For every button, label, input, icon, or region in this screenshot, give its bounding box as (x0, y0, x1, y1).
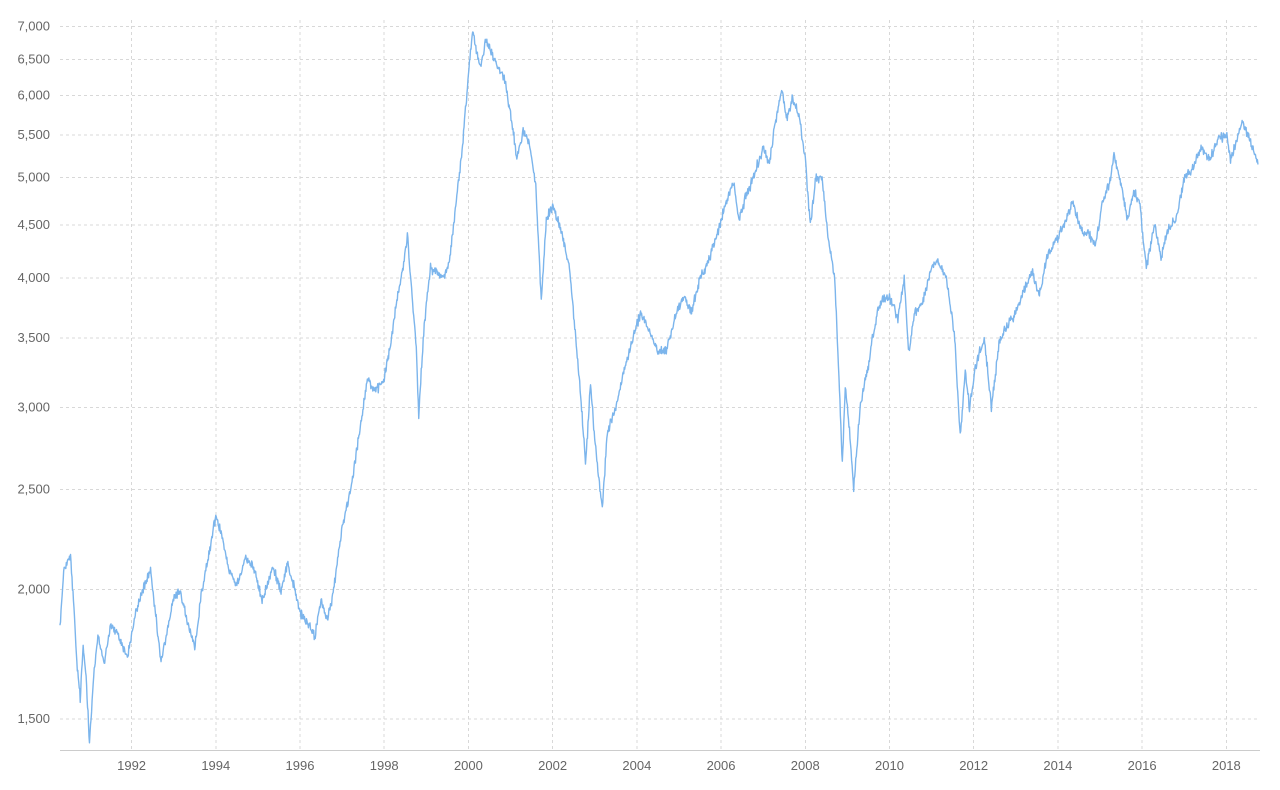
y-tick-label: 3,000 (17, 399, 50, 414)
y-tick-label: 5,000 (17, 170, 50, 185)
line-chart: 1,500 2,000 2,500 3,000 3,500 4,000 4,500 5,000… (0, 0, 1280, 790)
x-tick-label: 2000 (454, 758, 483, 773)
x-tick-label: 2012 (959, 758, 988, 773)
x-tick-label: 2018 (1212, 758, 1241, 773)
x-tick-label: 2010 (875, 758, 904, 773)
y-tick-label: 4,000 (17, 270, 50, 285)
x-tick-label: 1994 (201, 758, 230, 773)
x-tick-label: 2002 (538, 758, 567, 773)
y-tick-label: 5,500 (17, 127, 50, 142)
y-tick-label: 6,000 (17, 88, 50, 103)
x-tick-label: 2004 (622, 758, 651, 773)
chart-svg: 1,500 2,000 2,500 3,000 3,500 4,000 4,500 5,000… (0, 0, 1280, 790)
x-tick-label: 2014 (1043, 758, 1072, 773)
x-tick-label: 2006 (707, 758, 736, 773)
x-tick-label: 1992 (117, 758, 146, 773)
y-tick-label: 6,500 (17, 52, 50, 67)
y-tick-label: 2,000 (17, 582, 50, 597)
y-tick-label: 3,500 (17, 330, 50, 345)
y-tick-label: 1,500 (17, 711, 50, 726)
x-tick-label: 1996 (286, 758, 315, 773)
y-tick-label: 7,000 (17, 18, 50, 33)
y-tick-label: 2,500 (17, 481, 50, 496)
x-tick-label: 2008 (791, 758, 820, 773)
y-tick-label: 4,500 (17, 217, 50, 232)
x-tick-label: 2016 (1128, 758, 1157, 773)
x-tick-label: 1998 (370, 758, 399, 773)
